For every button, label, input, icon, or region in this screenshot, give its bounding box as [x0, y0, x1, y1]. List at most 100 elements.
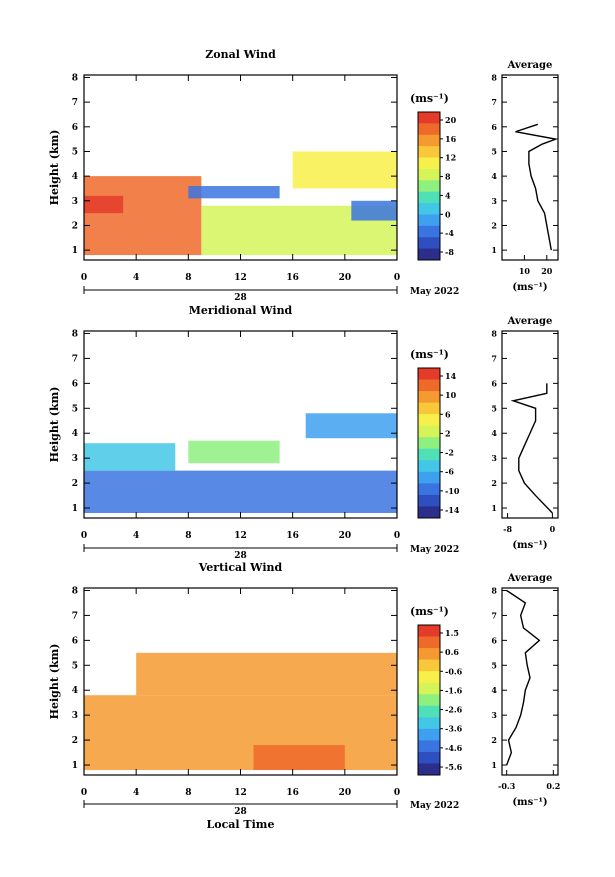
- colorbar-tick-label: -2: [445, 448, 454, 458]
- profile-y-tick-label: 2: [491, 220, 497, 230]
- y-tick-label: 3: [72, 454, 78, 464]
- y-tick-label: 6: [72, 636, 78, 646]
- profile-frame: [501, 587, 559, 776]
- month-label: May 2022: [410, 287, 459, 297]
- y-tick-label: 8: [72, 329, 78, 339]
- colorbar-swatch: [418, 225, 440, 238]
- profile-y-tick-label: 2: [491, 735, 497, 745]
- colorbar-tick-label: 0.6: [445, 647, 459, 657]
- profile-y-tick-label: 5: [491, 146, 497, 156]
- profile-line: [510, 383, 553, 514]
- y-tick-label: 6: [72, 123, 78, 133]
- colorbar-tick-label: -3.6: [445, 724, 463, 734]
- x-tick-label: 12: [234, 788, 247, 798]
- y-tick-label: 7: [72, 611, 78, 621]
- profile-x-tick-label: 10: [519, 266, 531, 276]
- colorbar-swatch: [418, 483, 440, 496]
- colorbar-tick-label: -6: [445, 467, 454, 477]
- colorbar-tick-label: -4: [445, 228, 454, 238]
- y-tick-label: 5: [72, 147, 78, 157]
- colorbar-unit: (ms⁻¹): [410, 348, 449, 361]
- panel-title: Vertical Wind: [198, 561, 283, 574]
- y-axis-label: Height (km): [48, 387, 61, 463]
- heatmap-cell: [253, 745, 345, 771]
- x-tick-label: 4: [133, 273, 139, 283]
- x-tick-label: 8: [185, 273, 191, 283]
- heatmap-cell: [84, 195, 124, 214]
- profile-y-tick-label: 5: [491, 660, 497, 670]
- heatmap-cell: [84, 695, 397, 771]
- profile-y-tick-label: 3: [491, 710, 497, 720]
- x-tick-label: 12: [234, 531, 247, 541]
- colorbar-swatch: [418, 146, 440, 159]
- colorbar-swatch: [418, 391, 440, 404]
- panel-title: Zonal Wind: [205, 48, 276, 61]
- panel-title: Meridional Wind: [189, 304, 293, 317]
- y-tick-label: 2: [72, 221, 78, 231]
- colorbar-tick-label: 6: [445, 409, 451, 419]
- x-axis-label: Local Time: [207, 818, 275, 831]
- profile-y-tick-label: 4: [491, 685, 497, 695]
- colorbar-swatch: [418, 494, 440, 507]
- heatmap-cell: [84, 443, 176, 471]
- colorbar-tick-label: -8: [445, 247, 454, 257]
- colorbar-swatch: [418, 763, 440, 776]
- colorbar-swatch: [418, 625, 440, 638]
- profile-y-tick-label: 8: [491, 585, 497, 595]
- colorbar-swatch: [418, 214, 440, 227]
- profile-y-tick-label: 4: [491, 428, 497, 438]
- colorbar-swatch: [418, 402, 440, 415]
- colorbar-swatch: [418, 671, 440, 684]
- colorbar-swatch: [418, 203, 440, 215]
- y-axis-label: Height (km): [48, 644, 61, 720]
- colorbar-tick-label: 10: [445, 390, 457, 400]
- colorbar-swatch: [418, 168, 440, 181]
- colorbar-tick-label: 8: [445, 172, 451, 182]
- colorbar-swatch: [418, 682, 440, 695]
- profile-y-tick-label: 6: [491, 378, 497, 388]
- x-tick-label: 0: [394, 531, 400, 541]
- colorbar-tick-label: 0: [445, 209, 451, 219]
- x-tick-label: 20: [339, 273, 352, 283]
- colorbar-tick-label: -10: [445, 486, 460, 496]
- y-tick-label: 5: [72, 661, 78, 671]
- heatmap-cell: [351, 200, 397, 221]
- profile-y-tick-label: 5: [491, 403, 497, 413]
- y-tick-label: 8: [72, 73, 78, 83]
- colorbar-tick-label: 1.5: [445, 628, 459, 638]
- colorbar-swatch: [418, 636, 440, 649]
- date-label: 28: [234, 293, 247, 303]
- colorbar-swatch: [418, 123, 440, 136]
- colorbar-tick-label: 12: [445, 153, 456, 163]
- colorbar-swatch: [418, 705, 440, 718]
- y-tick-label: 1: [72, 246, 78, 256]
- y-tick-label: 1: [72, 761, 78, 771]
- profile-x-label: (ms⁻¹): [512, 282, 547, 293]
- colorbar-tick-label: 14: [445, 371, 457, 381]
- colorbar-frame: [417, 367, 441, 519]
- heatmap-cell: [136, 652, 397, 696]
- colorbar-unit: (ms⁻¹): [410, 605, 449, 618]
- profile-title: Average: [507, 316, 553, 327]
- month-label: May 2022: [410, 545, 459, 555]
- x-tick-label: 8: [185, 531, 191, 541]
- colorbar-swatch: [418, 237, 440, 250]
- profile-frame: [501, 74, 559, 261]
- colorbar-swatch: [418, 506, 440, 519]
- profile-y-tick-label: 1: [491, 245, 497, 255]
- colorbar-swatch: [418, 368, 440, 381]
- y-tick-label: 8: [72, 586, 78, 596]
- profile-y-tick-label: 1: [491, 760, 497, 770]
- colorbar-swatch: [418, 751, 440, 764]
- colorbar-tick-label: -2.6: [445, 705, 463, 715]
- profile-x-tick-label: -0.3: [498, 781, 516, 791]
- colorbar-unit: (ms⁻¹): [410, 92, 449, 105]
- colorbar-tick-label: 4: [445, 190, 451, 200]
- profile-y-tick-label: 1: [491, 503, 497, 513]
- profile-line: [506, 589, 541, 766]
- heatmap-cell: [305, 413, 397, 439]
- colorbar-swatch: [418, 448, 440, 461]
- x-tick-label: 20: [339, 788, 352, 798]
